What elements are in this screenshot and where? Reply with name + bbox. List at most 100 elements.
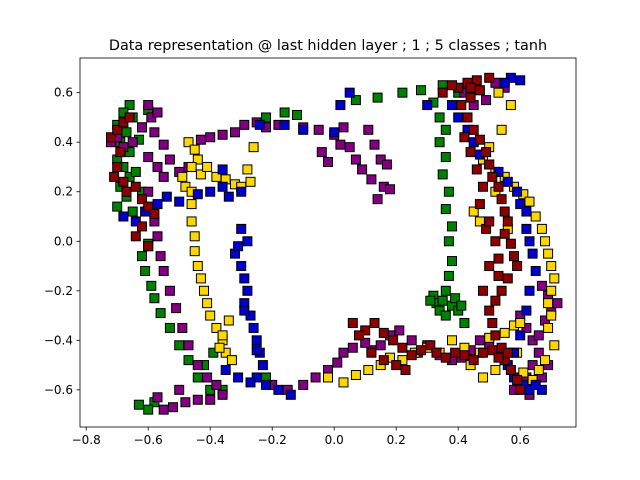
data-point-series-4-26: [481, 147, 492, 158]
data-point-series-2-58: [524, 196, 535, 207]
data-point-series-2-4: [177, 171, 188, 182]
data-point-series-0-0: [124, 100, 135, 111]
data-point-series-1-17: [205, 132, 216, 143]
data-point-series-3-28: [220, 365, 231, 376]
data-point-series-4-84: [493, 253, 504, 264]
data-point-series-3-7: [205, 186, 216, 197]
data-point-series-0-51: [447, 221, 457, 232]
data-point-series-4-11: [143, 201, 154, 212]
data-point-series-1-61: [152, 392, 163, 403]
data-point-series-4-3: [124, 112, 135, 123]
data-point-series-4-4: [115, 147, 126, 158]
data-point-series-1-53: [202, 372, 213, 383]
data-point-series-3-48: [502, 176, 513, 187]
data-point-series-0-55: [440, 285, 451, 296]
data-point-series-1-58: [180, 397, 191, 408]
data-point-series-2-64: [549, 273, 560, 284]
data-point-series-0-48: [437, 169, 448, 180]
data-point-series-1-35: [363, 124, 374, 135]
data-point-series-4-18: [471, 75, 482, 86]
data-point-series-3-52: [521, 223, 532, 234]
data-point-series-3-21: [257, 360, 268, 371]
data-point-series-0-46: [434, 137, 445, 148]
data-point-series-4-21: [465, 92, 476, 103]
data-point-series-4-73: [354, 330, 364, 341]
data-point-series-4-40: [484, 305, 495, 316]
data-point-series-4-51: [347, 317, 358, 328]
data-point-series-2-71: [533, 365, 544, 376]
data-point-series-4-8: [121, 186, 132, 197]
data-point-series-0-44: [434, 112, 445, 123]
data-point-series-4-65: [478, 347, 488, 358]
data-point-series-4-63: [459, 350, 470, 361]
data-point-series-4-20: [474, 85, 485, 96]
data-point-series-4-71: [378, 355, 389, 366]
data-point-series-4-58: [416, 345, 426, 356]
data-point-series-3-27: [233, 372, 244, 383]
data-point-series-1-101: [338, 347, 349, 358]
data-point-series-3-41: [447, 100, 457, 111]
data-point-series-2-23: [202, 298, 213, 309]
data-point-series-1-46: [155, 251, 166, 262]
data-point-series-0-22: [146, 280, 157, 291]
data-point-series-1-40: [323, 157, 333, 168]
data-point-series-2-32: [323, 372, 333, 383]
data-point-series-0-11: [112, 201, 123, 212]
data-point-series-3-0: [118, 211, 129, 222]
data-point-series-4-57: [406, 350, 417, 361]
scatter-points: [106, 72, 563, 415]
data-point-series-1-19: [230, 127, 240, 138]
data-point-series-1-29: [350, 154, 361, 165]
data-point-series-4-83: [490, 236, 501, 247]
data-point-series-1-59: [168, 402, 178, 413]
data-point-series-4-53: [369, 317, 380, 328]
data-point-series-2-2: [192, 154, 203, 165]
data-point-series-3-50: [515, 199, 526, 210]
data-point-series-4-48: [478, 285, 488, 296]
data-point-series-1-4: [137, 122, 147, 133]
data-point-series-4-66: [487, 345, 498, 356]
data-point-series-2-65: [546, 285, 557, 296]
data-point-series-0-53: [447, 256, 457, 267]
data-point-series-4-55: [388, 335, 399, 346]
data-point-series-1-9: [158, 139, 169, 150]
data-point-series-4-38: [496, 285, 507, 296]
x-tick-label: −0.6: [134, 433, 163, 447]
data-point-series-4-1: [112, 124, 123, 135]
data-point-series-4-85: [493, 270, 504, 281]
data-point-series-2-13: [245, 176, 256, 187]
data-point-series-3-39: [344, 87, 355, 98]
data-point-series-3-24: [273, 384, 284, 395]
data-point-series-3-25: [285, 389, 296, 400]
data-point-series-4-82: [484, 216, 495, 227]
data-point-series-3-36: [298, 124, 309, 135]
data-point-series-0-67: [279, 107, 290, 118]
data-point-series-0-20: [137, 251, 147, 262]
data-point-series-4-75: [447, 80, 457, 91]
data-point-series-2-34: [350, 369, 361, 380]
data-point-series-1-104: [310, 372, 321, 383]
data-point-series-3-60: [521, 305, 532, 316]
data-point-series-3-23: [261, 379, 271, 390]
data-point-series-4-5: [112, 161, 123, 172]
data-point-series-4-69: [391, 360, 402, 371]
data-point-series-2-30: [223, 315, 234, 326]
x-axis: −0.8 −0.6 −0.4 −0.2 0.0 0.2 0.4 0.6: [72, 427, 530, 447]
data-point-series-0-52: [443, 236, 454, 247]
data-point-series-3-68: [536, 384, 547, 395]
data-point-series-4-14: [130, 231, 141, 242]
data-point-series-0-50: [440, 204, 451, 215]
data-point-series-2-15: [248, 142, 259, 153]
data-point-series-4-22: [456, 100, 467, 111]
data-point-series-4-41: [487, 317, 498, 328]
data-point-series-4-35: [509, 251, 519, 262]
data-point-series-4-39: [490, 295, 501, 306]
data-point-series-4-68: [502, 347, 513, 358]
data-point-series-4-34: [505, 238, 516, 249]
data-point-series-4-78: [465, 147, 476, 158]
data-point-series-3-30: [236, 223, 247, 234]
data-point-series-1-12: [143, 152, 154, 163]
y-tick-label: −0.4: [44, 333, 73, 347]
data-point-series-1-102: [332, 357, 343, 368]
